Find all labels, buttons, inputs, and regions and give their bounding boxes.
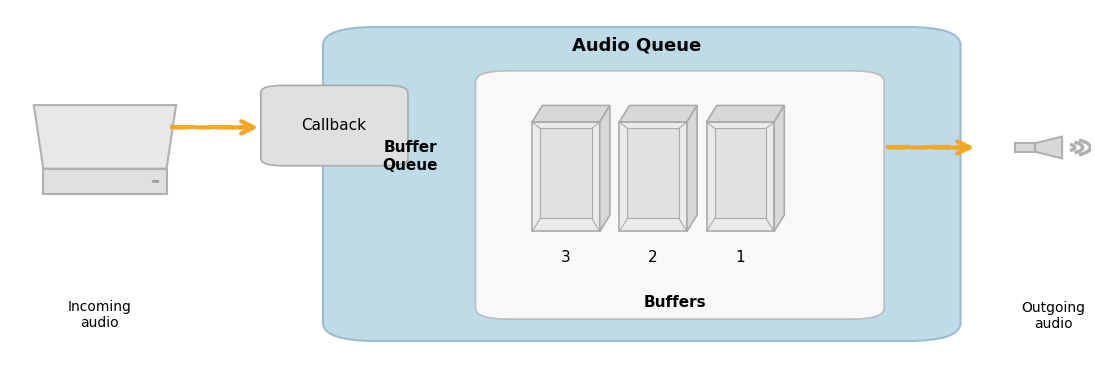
Polygon shape xyxy=(706,106,784,122)
FancyBboxPatch shape xyxy=(323,27,960,341)
Polygon shape xyxy=(1015,143,1035,152)
Polygon shape xyxy=(532,106,610,122)
Text: Buffers: Buffers xyxy=(644,295,706,310)
Polygon shape xyxy=(715,128,766,218)
Text: 2: 2 xyxy=(648,250,658,265)
Text: 1: 1 xyxy=(736,250,746,265)
Polygon shape xyxy=(540,128,591,218)
Text: Outgoing
audio: Outgoing audio xyxy=(1022,301,1085,331)
Polygon shape xyxy=(620,122,687,231)
Circle shape xyxy=(152,180,159,183)
Polygon shape xyxy=(532,122,600,231)
Text: Audio Queue: Audio Queue xyxy=(573,36,702,54)
Polygon shape xyxy=(627,128,679,218)
Polygon shape xyxy=(600,106,610,231)
Polygon shape xyxy=(706,122,774,231)
Polygon shape xyxy=(44,169,166,194)
FancyBboxPatch shape xyxy=(261,85,408,166)
Text: 3: 3 xyxy=(561,250,570,265)
Polygon shape xyxy=(620,106,698,122)
Text: Incoming
audio: Incoming audio xyxy=(68,300,131,330)
Polygon shape xyxy=(34,105,176,169)
Polygon shape xyxy=(774,106,784,231)
Text: Callback: Callback xyxy=(301,118,367,133)
Polygon shape xyxy=(687,106,698,231)
Polygon shape xyxy=(1035,137,1062,158)
FancyBboxPatch shape xyxy=(475,71,885,319)
Text: Buffer
Queue: Buffer Queue xyxy=(382,140,438,173)
